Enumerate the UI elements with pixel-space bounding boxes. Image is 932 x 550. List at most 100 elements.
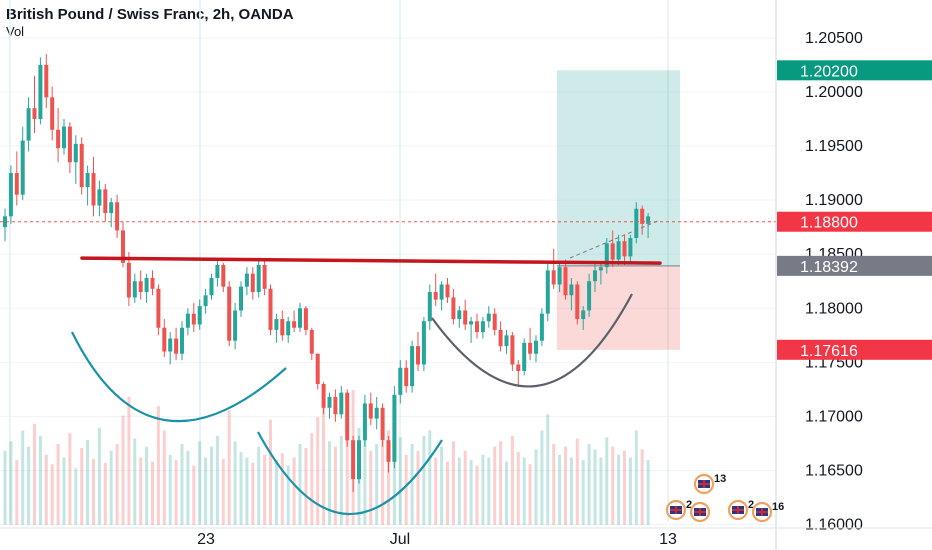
volume-bar bbox=[121, 415, 125, 525]
arc-right-shoulder[interactable] bbox=[431, 293, 633, 388]
candle-body bbox=[522, 342, 527, 371]
volume-bar bbox=[564, 446, 567, 525]
volume-bar bbox=[127, 396, 131, 525]
price-badge-label: 1.18800 bbox=[800, 215, 858, 232]
candle-body bbox=[374, 407, 379, 419]
candle-body bbox=[610, 243, 615, 260]
candle-body bbox=[457, 310, 462, 320]
volume-bar bbox=[97, 427, 101, 525]
volume-bar bbox=[440, 446, 444, 525]
volume-bar bbox=[38, 435, 42, 525]
uk-flag-icon[interactable]: 2 bbox=[727, 499, 754, 521]
volume-bar bbox=[204, 457, 208, 525]
price-tick-label: 1.17000 bbox=[805, 408, 863, 425]
price-badge-label: 1.18392 bbox=[800, 259, 858, 276]
candle-body bbox=[3, 216, 7, 228]
candle-body bbox=[575, 284, 580, 320]
volume-bar bbox=[103, 462, 107, 525]
resistance-line[interactable] bbox=[80, 256, 662, 265]
volume-bar bbox=[322, 403, 326, 525]
uk-flag-icon[interactable]: 16 bbox=[751, 501, 784, 523]
event-count: 16 bbox=[772, 501, 784, 513]
candle-body bbox=[557, 267, 562, 285]
candle-body bbox=[97, 189, 102, 206]
volume-bar bbox=[481, 454, 485, 525]
candle-body bbox=[162, 327, 167, 352]
volume-bar bbox=[286, 465, 290, 525]
volume-bar bbox=[428, 430, 432, 525]
volume-bar bbox=[599, 457, 603, 525]
candle-body bbox=[581, 310, 586, 320]
volume-bar bbox=[257, 446, 261, 525]
volume-bar bbox=[15, 460, 19, 525]
volume-bar bbox=[92, 458, 95, 525]
price-badge[interactable] bbox=[777, 339, 932, 360]
volume-bar bbox=[21, 430, 25, 525]
long-position-box[interactable] bbox=[557, 70, 680, 350]
arc-left-shoulder[interactable] bbox=[71, 331, 287, 423]
volume-bars bbox=[3, 390, 650, 525]
volume-bar bbox=[168, 454, 172, 525]
price-axis[interactable]: 1.205001.200001.195001.190001.185001.180… bbox=[775, 0, 932, 550]
volume-bar bbox=[292, 457, 296, 525]
event-icons[interactable]: 13 2 2 16 bbox=[665, 473, 784, 523]
price-badge[interactable] bbox=[777, 60, 932, 81]
candle-body bbox=[380, 407, 385, 441]
candle-body bbox=[121, 230, 125, 263]
candle-body bbox=[469, 321, 474, 325]
volume-bar bbox=[156, 406, 160, 525]
arc-head[interactable] bbox=[257, 431, 443, 516]
drawings[interactable] bbox=[0, 219, 776, 516]
candle-body bbox=[569, 284, 574, 296]
volume-bar bbox=[528, 464, 532, 525]
candle-body bbox=[180, 327, 184, 354]
uk-flag-icon[interactable]: 2 bbox=[665, 499, 692, 521]
time-tick-label: Jul bbox=[390, 531, 410, 548]
time-tick-label: 23 bbox=[197, 531, 215, 548]
candle-body bbox=[185, 313, 190, 328]
price-badge[interactable] bbox=[777, 211, 932, 232]
uk-flag-icon[interactable] bbox=[689, 501, 711, 523]
volume-bar bbox=[646, 460, 650, 525]
volume-bar bbox=[634, 430, 638, 525]
candle-body bbox=[598, 267, 603, 271]
volume-bar bbox=[333, 446, 337, 525]
candle-body bbox=[62, 126, 66, 149]
price-tick-label: 1.18000 bbox=[805, 300, 863, 317]
volume-bar bbox=[162, 430, 166, 525]
volume-bar bbox=[552, 444, 556, 525]
volume-bar bbox=[457, 457, 461, 525]
volume-bar bbox=[269, 419, 272, 525]
volume-bar bbox=[56, 444, 60, 525]
volume-bar bbox=[50, 464, 54, 525]
price-tick-label: 1.20000 bbox=[805, 84, 863, 101]
candle-body bbox=[504, 335, 509, 347]
candle-body bbox=[404, 367, 409, 387]
volume-bar bbox=[451, 441, 455, 525]
candle-body bbox=[138, 281, 143, 293]
volume-bar bbox=[463, 450, 467, 525]
candle-body bbox=[280, 319, 285, 336]
candle-body bbox=[628, 237, 633, 257]
time-axis[interactable]: 23 Jul 13 bbox=[0, 527, 932, 548]
volume-bar bbox=[516, 452, 520, 525]
volume-bar bbox=[505, 461, 508, 525]
volume-bar bbox=[569, 457, 573, 525]
candle-body bbox=[156, 288, 161, 328]
candle-body bbox=[498, 329, 503, 347]
price-tick-label: 1.19000 bbox=[805, 192, 863, 209]
price-badge[interactable] bbox=[777, 255, 932, 276]
volume-bar bbox=[640, 449, 644, 525]
candle-body bbox=[286, 321, 291, 336]
candle-body bbox=[38, 64, 43, 119]
volume-bar bbox=[404, 454, 408, 525]
volume-bar bbox=[263, 454, 267, 525]
candle-body bbox=[191, 313, 196, 325]
uk-flag-icon[interactable]: 13 bbox=[693, 473, 726, 495]
target-zone[interactable] bbox=[557, 70, 680, 266]
volume-bar bbox=[251, 462, 255, 525]
candle-body bbox=[386, 440, 391, 462]
volume-bar bbox=[617, 454, 621, 525]
volume-bar bbox=[133, 438, 137, 525]
